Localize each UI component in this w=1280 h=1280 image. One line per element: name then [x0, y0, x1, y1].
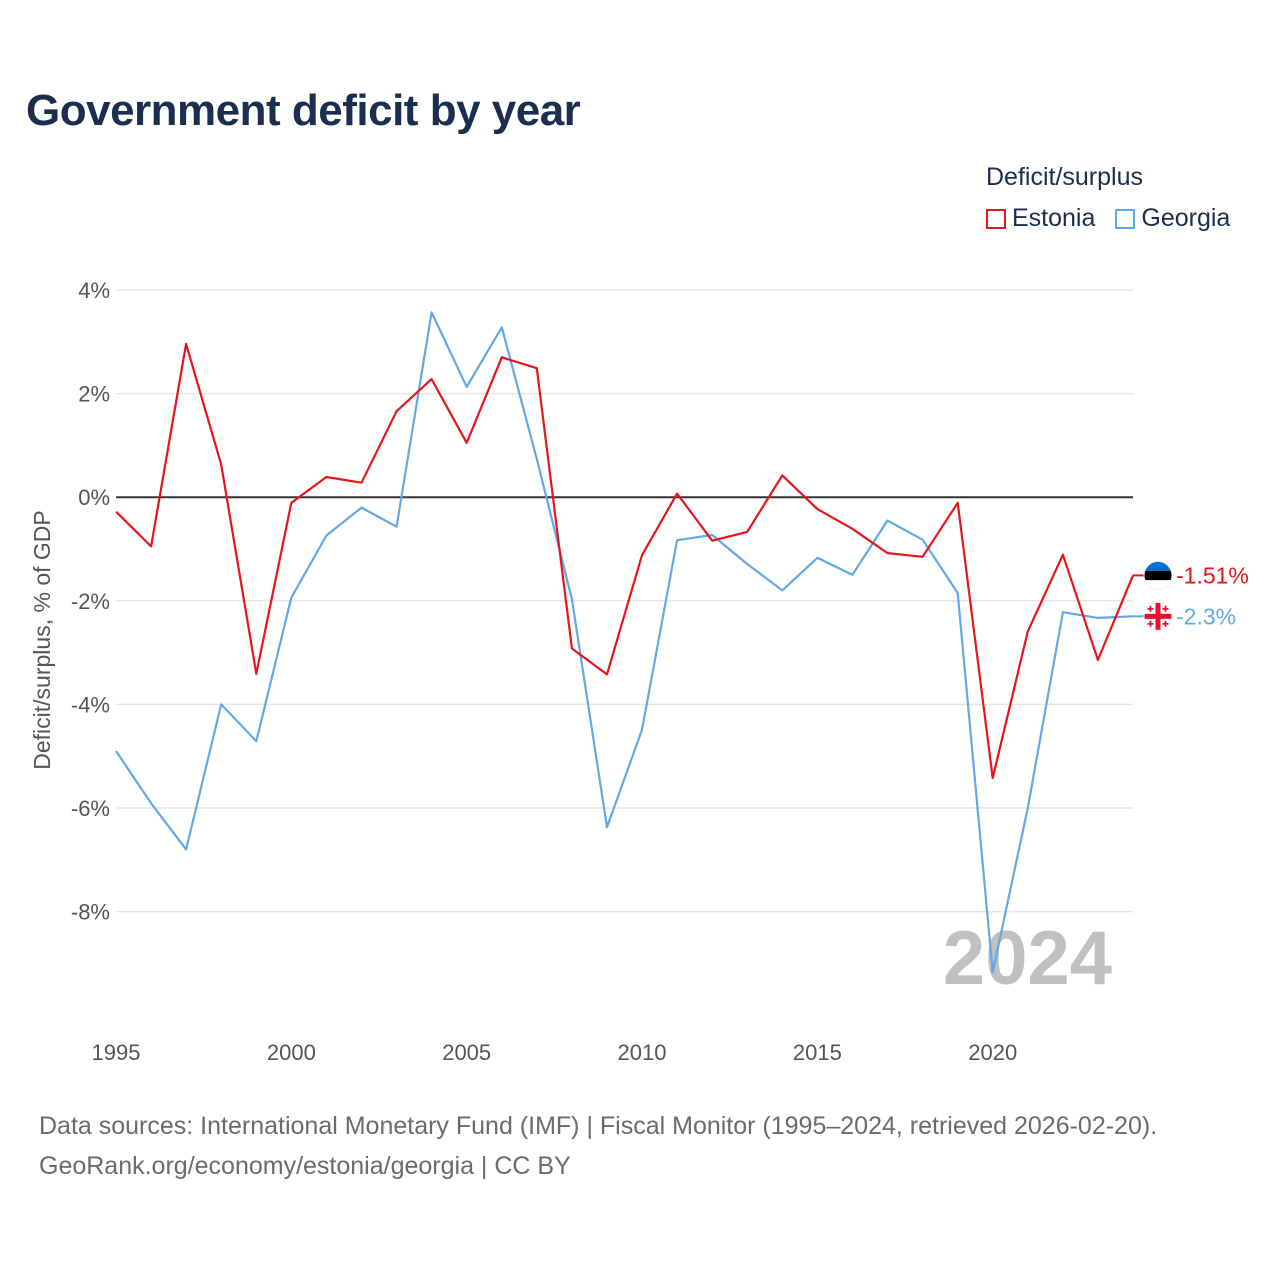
x-tick-label: 2020 — [968, 1040, 1017, 1065]
footer-credit: GeoRank.org/economy/estonia/georgia | CC… — [39, 1152, 571, 1180]
end-label-estonia: -1.51% — [1176, 562, 1249, 588]
legend: Estonia Georgia — [986, 204, 1250, 233]
y-tick-label: -6% — [71, 796, 110, 821]
series-lines — [115, 311, 1135, 974]
x-tick-label: 2010 — [618, 1040, 667, 1065]
end-label-georgia: -2.3% — [1176, 603, 1236, 629]
x-tick-label: 2005 — [442, 1040, 491, 1065]
x-tick-label: 1995 — [92, 1040, 141, 1065]
grid-lines — [116, 289, 1133, 913]
y-tick-label: 4% — [78, 278, 110, 303]
y-tick-label: -4% — [71, 692, 110, 717]
x-tick-label: 2015 — [793, 1040, 842, 1065]
legend-item-estonia[interactable]: Estonia — [986, 204, 1095, 233]
legend-label-georgia: Georgia — [1141, 204, 1231, 232]
legend-item-georgia[interactable]: Georgia — [1115, 204, 1230, 233]
x-tick-label: 2000 — [267, 1040, 316, 1065]
x-axis-ticks: 1995 2000 2005 2010 2015 2020 — [92, 1040, 1018, 1065]
y-tick-label: 2% — [78, 382, 110, 407]
flag-estonia-icon — [1143, 560, 1173, 590]
y-tick-label: -2% — [71, 589, 110, 614]
series-line-estonia — [115, 342, 1135, 780]
y-tick-label: -8% — [71, 900, 110, 925]
legend-swatch-estonia — [986, 208, 1006, 229]
series-line-georgia — [115, 311, 1134, 974]
end-markers: -1.51% -2.3% — [1133, 560, 1249, 631]
flag-georgia-icon — [1143, 601, 1173, 631]
footer: Data sources: International Monetary Fun… — [39, 1106, 1157, 1186]
y-axis-title: Deficit/surplus, % of GDP — [29, 510, 55, 769]
year-watermark: 2024 — [943, 916, 1112, 1001]
y-tick-label: 0% — [78, 485, 110, 510]
legend-label-estonia: Estonia — [1012, 204, 1096, 232]
line-chart: 4% 2% 0% -2% -4% -6% -8% 1995 2000 2005 2010 2015 2… — [29, 278, 1249, 1065]
legend-title: Deficit/surplus — [986, 163, 1143, 191]
legend-swatch-georgia — [1115, 208, 1136, 229]
y-axis-ticks: 4% 2% 0% -2% -4% -6% -8% — [71, 278, 110, 925]
chart-title: Government deficit by year — [26, 86, 581, 135]
footer-source: Data sources: International Monetary Fun… — [39, 1112, 1158, 1140]
